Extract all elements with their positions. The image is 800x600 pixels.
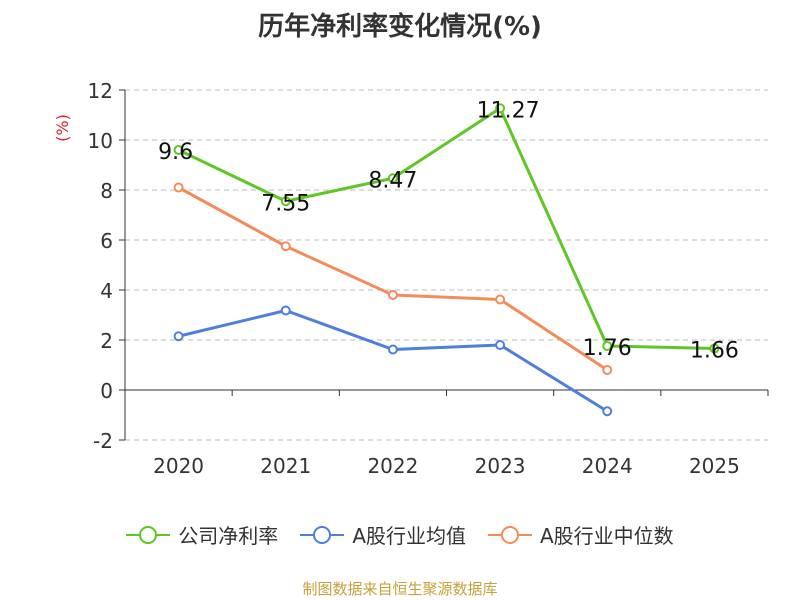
y-tick-label: 8 bbox=[100, 179, 113, 203]
data-point bbox=[173, 331, 184, 342]
data-point bbox=[709, 343, 720, 354]
data-labels: 9.6 7.55 8.47 11.27 1.76 1.66 bbox=[158, 98, 739, 363]
data-point bbox=[173, 182, 184, 193]
x-tick-label: 2021 bbox=[260, 454, 311, 478]
series-line bbox=[177, 186, 609, 372]
legend-swatch-marker bbox=[501, 525, 519, 544]
y-tick-label: 2 bbox=[100, 329, 113, 353]
y-tick-label: 0 bbox=[100, 379, 113, 403]
legend-swatch-marker bbox=[139, 525, 158, 544]
data-point bbox=[387, 290, 398, 300]
source-note: 制图数据来自恒生聚源数据库 bbox=[302, 580, 498, 598]
legend-swatch bbox=[126, 525, 171, 544]
legend-swatch bbox=[300, 525, 345, 544]
data-point bbox=[602, 365, 613, 375]
data-point bbox=[495, 103, 506, 114]
legend: 公司净利率 A股行业均值 A股行业中位数 bbox=[0, 520, 800, 549]
legend-label: A股行业中位数 bbox=[540, 524, 674, 548]
axes: -2 0 2 4 6 8 10 12 2020 2021 2022 2023 2024 2025 bbox=[88, 79, 769, 478]
legend-label: A股行业均值 bbox=[352, 524, 466, 548]
data-point bbox=[387, 173, 398, 184]
y-tick-label: 12 bbox=[88, 79, 113, 103]
data-label: 8.47 bbox=[368, 168, 417, 193]
x-tick-label: 2024 bbox=[582, 454, 633, 478]
grid-lines bbox=[125, 89, 768, 441]
data-label: 1.66 bbox=[690, 339, 739, 364]
y-tick-label: -2 bbox=[93, 429, 113, 453]
series-line bbox=[177, 106, 715, 350]
chart-title: 历年净利率变化情况(%) bbox=[258, 12, 542, 42]
y-tick-label: 10 bbox=[88, 129, 113, 153]
legend-item[interactable]: 公司净利率 bbox=[126, 520, 278, 549]
data-point bbox=[173, 145, 184, 155]
x-tick-label: 2025 bbox=[689, 454, 740, 478]
data-label: 9.6 bbox=[158, 140, 193, 165]
legend-item[interactable]: A股行业中位数 bbox=[488, 520, 674, 549]
data-point bbox=[495, 340, 506, 350]
data-point bbox=[602, 341, 613, 351]
data-label: 1.76 bbox=[583, 336, 632, 361]
x-tick-label: 2020 bbox=[153, 454, 204, 478]
series-lines bbox=[173, 103, 720, 417]
data-point bbox=[387, 344, 398, 355]
data-label: 11.27 bbox=[477, 98, 540, 123]
data-point bbox=[280, 241, 291, 252]
data-point bbox=[280, 305, 291, 316]
data-label: 7.55 bbox=[261, 191, 310, 216]
legend-item[interactable]: A股行业均值 bbox=[300, 520, 466, 549]
legend-swatch bbox=[488, 525, 532, 544]
y-tick-label: 4 bbox=[100, 279, 113, 303]
x-tick-label: 2022 bbox=[367, 454, 418, 478]
data-point bbox=[495, 294, 506, 305]
legend-swatch-marker bbox=[313, 525, 332, 544]
series-line bbox=[178, 309, 609, 413]
data-point bbox=[602, 406, 613, 417]
y-tick-label: 6 bbox=[100, 229, 113, 253]
x-tick-label: 2023 bbox=[475, 454, 526, 478]
legend-label: 公司净利率 bbox=[178, 524, 279, 548]
y-axis-label: (%) bbox=[53, 114, 72, 142]
data-point bbox=[280, 196, 291, 207]
